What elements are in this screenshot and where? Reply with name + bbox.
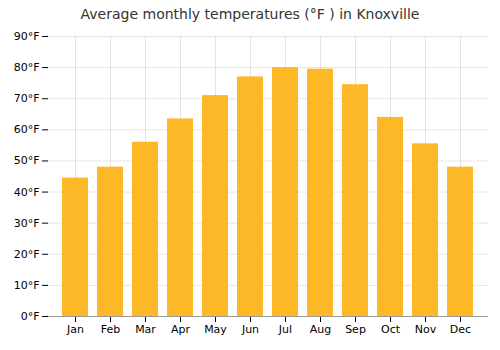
svg-text:Jul: Jul <box>278 323 292 336</box>
svg-text:Mar: Mar <box>135 323 156 336</box>
svg-text:Aug: Aug <box>310 323 331 336</box>
svg-text:10°F: 10°F <box>14 279 40 292</box>
svg-text:Jan: Jan <box>66 323 84 336</box>
svg-text:0°F: 0°F <box>21 310 40 323</box>
svg-text:Oct: Oct <box>381 323 401 336</box>
svg-text:Feb: Feb <box>101 323 120 336</box>
svg-text:40°F: 40°F <box>14 186 40 199</box>
svg-text:20°F: 20°F <box>14 248 40 261</box>
svg-text:70°F: 70°F <box>14 92 40 105</box>
svg-text:50°F: 50°F <box>14 154 40 167</box>
svg-text:80°F: 80°F <box>14 61 40 74</box>
html-text:Average monthly temperatures (: Average monthly temperatures (°F ) in Kn… <box>80 6 420 22</box>
svg-text:May: May <box>204 323 227 336</box>
svg-text:Apr: Apr <box>171 323 191 336</box>
svg-text:Sep: Sep <box>345 323 366 336</box>
svg-text:60°F: 60°F <box>14 123 40 136</box>
svg-text:Dec: Dec <box>450 323 471 336</box>
svg-text:90°F: 90°F <box>14 30 40 43</box>
svg-text:30°F: 30°F <box>14 217 40 230</box>
svg-text:Jun: Jun <box>241 323 259 336</box>
svg-text:Nov: Nov <box>415 323 437 336</box>
